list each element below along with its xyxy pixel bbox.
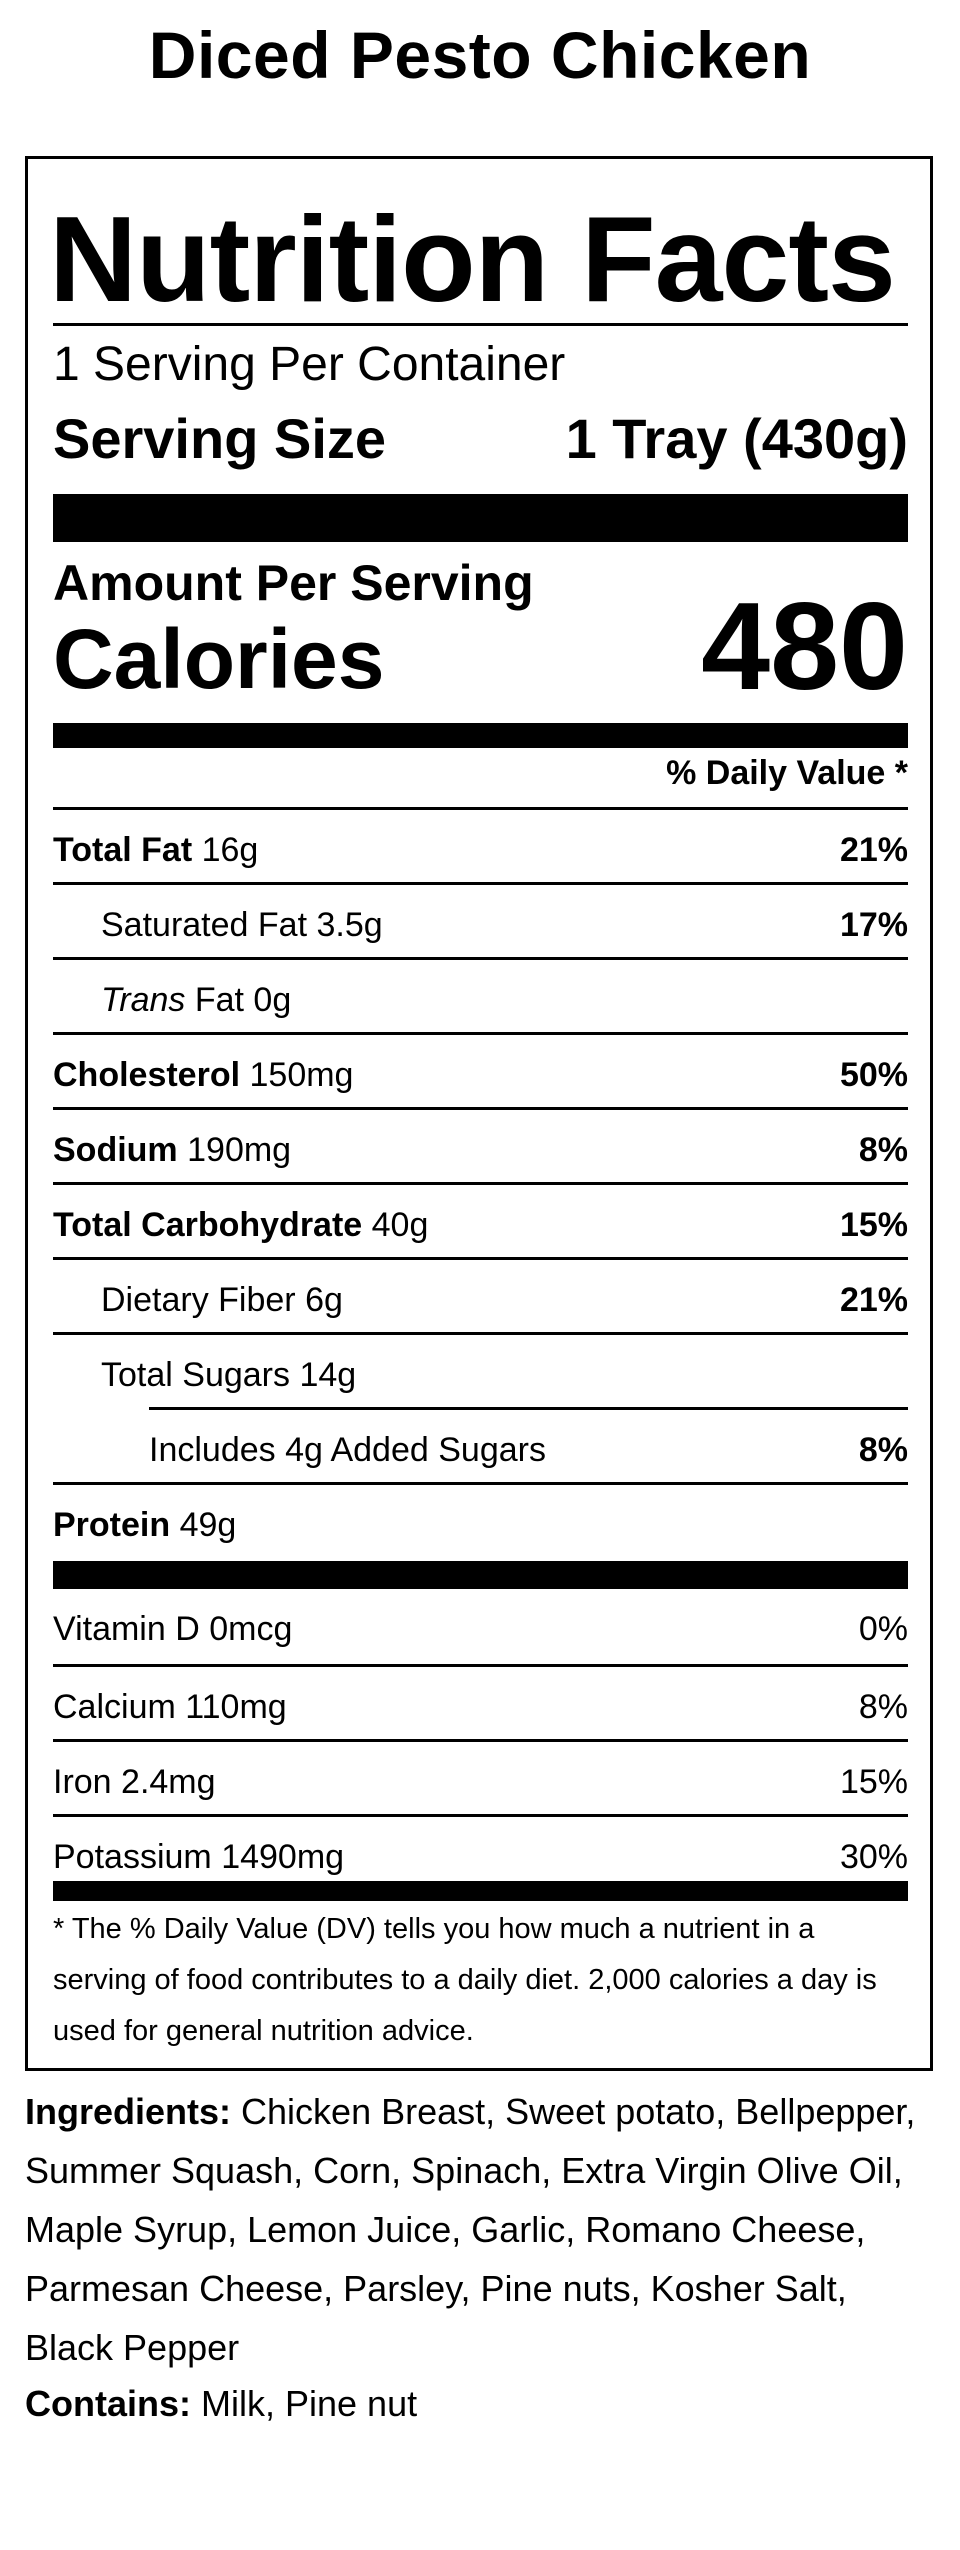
- nutrient-row-total-sugars: Total Sugars 14g: [101, 1335, 908, 1409]
- nutrient-label: Total Fat 16g: [53, 831, 259, 869]
- serving-size-label: Serving Size: [53, 407, 387, 470]
- nutrient-label: Potassium 1490mg: [53, 1838, 345, 1876]
- micronutrient-row-iron: Iron 2.4mg 15%: [53, 1742, 908, 1816]
- nutrient-row-sodium: Sodium 190mg 8%: [53, 1110, 908, 1184]
- ingredients-text: Chicken Breast, Sweet potato, Bellpepper…: [25, 2091, 916, 2368]
- nutrient-row-total-carbohydrate: Total Carbohydrate 40g 15%: [53, 1185, 908, 1259]
- serving-size-thick-bar: [53, 494, 908, 542]
- nutrient-row-cholesterol: Cholesterol 150mg 50%: [53, 1035, 908, 1109]
- servings-per-container: 1 Serving Per Container: [53, 338, 566, 391]
- row-divider: [53, 1107, 908, 1110]
- nutrition-facts-panel: Nutrition Facts 1 Serving Per Container …: [25, 156, 933, 2071]
- nutrient-dv: 8%: [858, 1131, 908, 1169]
- nutrient-label: Total Sugars 14g: [101, 1356, 357, 1394]
- protein-thick-bar: [53, 1561, 908, 1589]
- nutrition-facts-heading: Nutrition Facts: [49, 191, 896, 327]
- daily-value-header: % Daily Value *: [666, 754, 908, 792]
- nutrient-row-dietary-fiber: Dietary Fiber 6g 21%: [101, 1260, 908, 1334]
- nutrient-label: Iron 2.4mg: [53, 1763, 216, 1801]
- row-divider: [53, 1739, 908, 1742]
- row-divider: [53, 1032, 908, 1035]
- nutrient-label: Saturated Fat 3.5g: [101, 906, 383, 944]
- daily-value-footnote: * The % Daily Value (DV) tells you how m…: [53, 1913, 877, 2047]
- row-divider: [53, 882, 908, 885]
- nutrient-label: Includes 4g Added Sugars: [149, 1431, 546, 1469]
- row-divider: [53, 1482, 908, 1485]
- micronutrient-row-potassium: Potassium 1490mg 30%: [53, 1817, 908, 1891]
- product-title: Diced Pesto Chicken: [148, 18, 812, 92]
- row-divider: [53, 1182, 908, 1185]
- nutrient-dv: 17%: [839, 906, 908, 944]
- nutrient-dv: 8%: [858, 1688, 908, 1726]
- nutrient-label: Calcium 110mg: [53, 1688, 287, 1726]
- nutrient-row-protein: Protein 49g: [53, 1485, 908, 1559]
- row-divider: [53, 1332, 908, 1335]
- nutrient-dv: 50%: [839, 1056, 908, 1094]
- micronutrient-row-vitamin-d: Vitamin D 0mcg 0%: [53, 1589, 908, 1663]
- allergen-statement: Contains: Milk, Pine nut: [25, 2374, 925, 2433]
- heading-divider: [53, 323, 908, 326]
- row-divider: [53, 1664, 908, 1667]
- row-divider: [53, 1257, 908, 1260]
- nutrient-row-saturated-fat: Saturated Fat 3.5g 17%: [101, 885, 908, 959]
- nutrient-dv: 21%: [839, 831, 908, 869]
- ingredients-statement: Ingredients: Chicken Breast, Sweet potat…: [25, 2082, 925, 2377]
- calories-value: 480: [701, 578, 908, 716]
- nutrient-dv: 30%: [839, 1838, 908, 1876]
- nutrient-dv: 15%: [839, 1206, 908, 1244]
- micronutrient-row-calcium: Calcium 110mg 8%: [53, 1667, 908, 1741]
- nutrient-row-total-fat: Total Fat 16g 21%: [53, 810, 908, 884]
- nutrient-label: Sodium 190mg: [53, 1131, 292, 1169]
- row-divider: [53, 1814, 908, 1817]
- nutrient-row-trans-fat: Trans Fat 0g: [101, 960, 908, 1034]
- contains-text: Milk, Pine nut: [201, 2383, 418, 2424]
- nutrient-dv: 0%: [858, 1610, 908, 1648]
- nutrient-label: Dietary Fiber 6g: [101, 1281, 343, 1319]
- ingredients-label: Ingredients:: [25, 2091, 232, 2132]
- nutrient-dv: 15%: [839, 1763, 908, 1801]
- row-divider: [53, 957, 908, 960]
- contains-label: Contains:: [25, 2383, 191, 2424]
- nutrient-row-added-sugars: Includes 4g Added Sugars 8%: [149, 1410, 908, 1484]
- nutrient-dv: 21%: [839, 1281, 908, 1319]
- nutrient-label: Protein 49g: [53, 1506, 237, 1544]
- serving-size-value: 1 Tray (430g): [565, 407, 908, 470]
- nutrient-label: Total Carbohydrate 40g: [53, 1206, 429, 1244]
- calories-label: Calories: [53, 612, 385, 706]
- calories-thick-bar: [53, 723, 908, 748]
- amount-per-serving: Amount Per Serving: [53, 555, 534, 611]
- nutrient-label: Trans Fat 0g: [101, 981, 292, 1019]
- row-divider: [53, 807, 908, 810]
- footnote-thick-bar: [53, 1881, 908, 1901]
- nutrient-label: Cholesterol 150mg: [53, 1056, 354, 1094]
- nutrient-dv: 8%: [858, 1431, 908, 1469]
- nutrient-label: Vitamin D 0mcg: [53, 1610, 293, 1648]
- row-divider-indented: [149, 1407, 908, 1410]
